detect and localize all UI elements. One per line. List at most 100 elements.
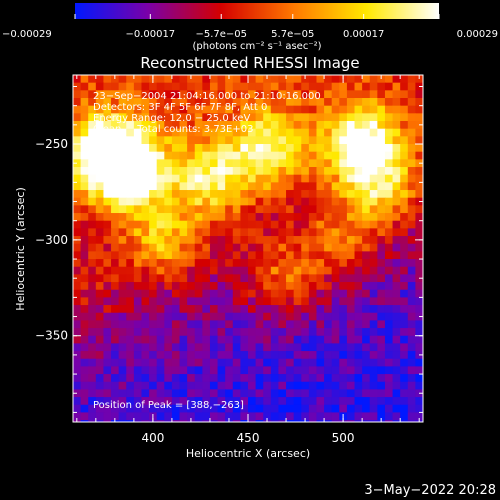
heatmap-cell (278, 297, 287, 306)
heatmap-cell (248, 220, 257, 229)
heatmap-cell (293, 121, 302, 130)
heatmap-cell (194, 128, 203, 137)
heatmap-cell (217, 128, 226, 137)
heatmap-cell (73, 220, 82, 229)
heatmap-cell (194, 228, 203, 237)
heatmap-cell (156, 297, 165, 306)
heatmap-cell (339, 182, 348, 191)
heatmap-cell (316, 366, 325, 375)
heatmap-cell (232, 328, 241, 337)
heatmap-cell (111, 220, 120, 229)
heatmap-cell (308, 90, 318, 99)
heatmap-cell (293, 374, 302, 383)
heatmap-cell (369, 213, 378, 222)
heatmap-cell (255, 358, 264, 368)
heatmap-cell (270, 113, 280, 122)
heatmap-cell (308, 243, 318, 252)
heatmap-cell (400, 404, 409, 414)
heatmap-cell (232, 236, 241, 245)
heatmap-cell (187, 243, 196, 252)
heatmap-cell (232, 197, 241, 206)
heatmap-cell (293, 366, 302, 375)
heatmap-cell (384, 243, 394, 252)
heatmap-cell (301, 282, 310, 291)
heatmap-cell (95, 412, 105, 421)
heatmap-cell (141, 366, 150, 375)
heatmap-cell (362, 343, 371, 352)
heatmap-cell (202, 266, 211, 275)
heatmap-cell (73, 205, 82, 214)
heatmap-cell (263, 121, 272, 130)
heatmap-cell (286, 98, 295, 107)
heatmap-cell (392, 420, 401, 422)
heatmap-cell (301, 213, 310, 222)
heatmap-cell (156, 82, 165, 91)
heatmap-cell (141, 420, 150, 422)
heatmap-cell (316, 220, 325, 229)
colorbar: −0.00029 −0.00017 −5.7e−05 5.7e−05 0.00017 0.… (2, 3, 498, 52)
heatmap-cell (308, 389, 318, 398)
heatmap-cell (324, 381, 333, 391)
heatmap-cell (187, 412, 196, 421)
heatmap-cell (111, 190, 120, 199)
heatmap-cell (202, 182, 211, 191)
heatmap-cell (126, 90, 135, 99)
heatmap-cell (286, 305, 295, 314)
heatmap-cell (149, 335, 158, 344)
heatmap-cell (286, 190, 295, 199)
heatmap-cell (400, 144, 409, 153)
heatmap-cell (377, 351, 386, 360)
heatmap-cell (308, 397, 318, 406)
heatmap-cell (248, 205, 257, 214)
heatmap-cell (202, 220, 211, 229)
heatmap-cell (255, 151, 264, 160)
heatmap-cell (362, 420, 371, 422)
heatmap-cell (111, 351, 120, 360)
heatmap-cell (293, 251, 302, 260)
heatmap-cell (286, 397, 295, 406)
heatmap-cell (324, 90, 333, 99)
colorbar-tick-label: −0.00017 (125, 29, 175, 40)
heatmap-cell (103, 90, 112, 99)
heatmap-cell (171, 404, 181, 414)
heatmap-cell (362, 351, 371, 360)
heatmap-cell (324, 251, 333, 260)
heatmap-cell (240, 220, 249, 229)
heatmap-cell (95, 420, 105, 422)
heatmap-cell (202, 374, 211, 383)
heatmap-cell (362, 144, 371, 153)
heatmap-cell (217, 228, 226, 237)
heatmap-cell (278, 136, 287, 145)
heatmap-cell (149, 351, 158, 360)
annotation-block: 23−Sep−2004 21:04:16.000 to 21:10:16.000… (93, 91, 321, 411)
heatmap-cell (232, 113, 241, 122)
heatmap-cell (171, 159, 181, 168)
heatmap-cell (209, 167, 219, 176)
heatmap-cell (339, 167, 348, 176)
heatmap-cell (232, 404, 241, 414)
heatmap-cell (248, 289, 257, 298)
heatmap-cell (308, 320, 318, 329)
heatmap-cell (187, 274, 196, 283)
heatmap-cell (225, 90, 234, 99)
heatmap-cell (354, 190, 363, 199)
heatmap-cell (369, 389, 378, 398)
heatmap-cell (179, 75, 188, 84)
heatmap-cell (171, 174, 181, 183)
heatmap-cell (392, 121, 401, 130)
heatmap-cell (209, 82, 219, 91)
heatmap-cell (384, 251, 394, 260)
heatmap-cell (369, 228, 378, 237)
heatmap-cell (126, 282, 135, 291)
heatmap-cell (103, 374, 112, 383)
heatmap-cell (126, 320, 135, 329)
heatmap-cell (331, 98, 340, 107)
heatmap-cell (278, 213, 287, 222)
heatmap-cell (415, 305, 423, 314)
heatmap-cell (133, 312, 143, 321)
heatmap-cell (126, 397, 135, 406)
heatmap-cell (407, 98, 416, 107)
heatmap-cell (354, 159, 363, 168)
heatmap-cell (301, 289, 310, 298)
